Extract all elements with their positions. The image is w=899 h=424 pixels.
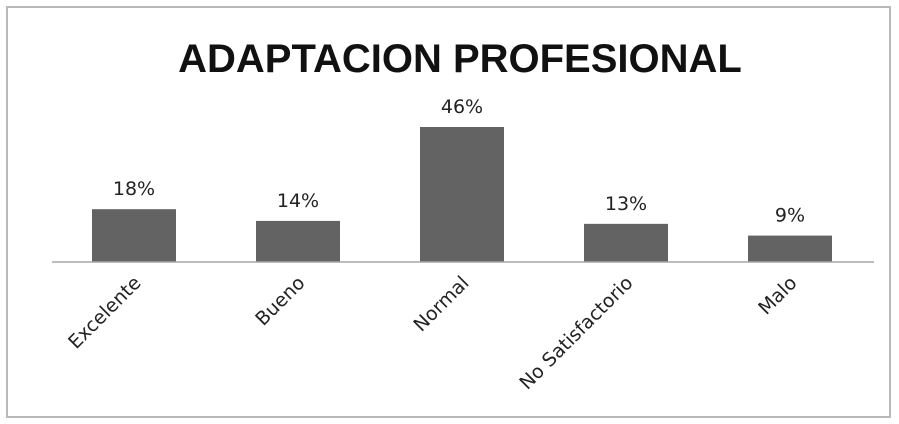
bars-group <box>92 127 832 262</box>
category-label: No Satisfactorio <box>515 272 637 394</box>
value-label: 18% <box>113 178 155 200</box>
bar-no-satisfactorio <box>584 223 668 262</box>
bar-excelente <box>92 209 176 262</box>
category-label: Bueno <box>251 272 309 330</box>
value-label: 9% <box>775 205 805 227</box>
value-label: 13% <box>605 193 647 215</box>
category-labels-group: Excelente Bueno Normal No Satisfactorio Malo <box>64 272 801 394</box>
value-label: 14% <box>277 190 319 212</box>
category-label: Malo <box>754 272 801 319</box>
category-label: Excelente <box>64 272 145 353</box>
value-label: 46% <box>441 96 483 118</box>
bar-bueno <box>256 220 340 262</box>
value-labels-group: 18% 14% 46% 13% 9% <box>113 96 805 227</box>
bar-normal <box>420 127 504 262</box>
category-label: Normal <box>409 272 473 336</box>
chart-title: ADAPTACION PROFESIONAL <box>178 37 742 81</box>
bar-malo <box>748 235 832 262</box>
